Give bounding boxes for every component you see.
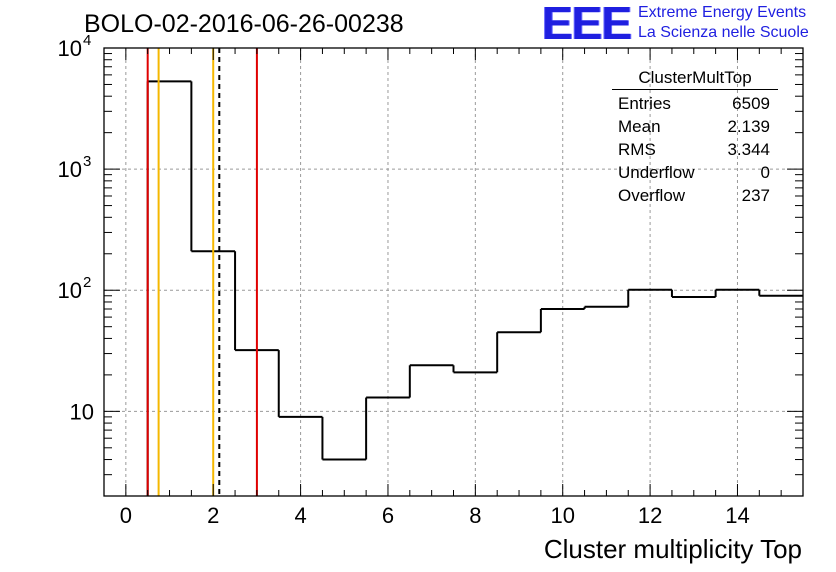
eee-logo: EEE Extreme Energy Events La Scienza nel… (542, 0, 832, 49)
stats-value: 2.139 (727, 117, 770, 136)
y-tick-label: 10 (58, 157, 82, 182)
y-tick-label: 10 (70, 399, 94, 424)
logo-line-2: La Scienza nelle Scuole (638, 24, 809, 41)
stats-label: Entries (618, 94, 671, 113)
x-tick-label: 14 (725, 503, 749, 528)
stats-box: ClusterMultTop Entries 6509 Mean 2.139 R… (612, 68, 778, 207)
stats-row: Entries 6509 (612, 92, 778, 115)
stats-row: Underflow 0 (612, 161, 778, 184)
logo-line-1: Extreme Energy Events (638, 4, 807, 21)
stats-label: Underflow (618, 163, 695, 182)
x-tick-label: 6 (382, 503, 394, 528)
logo-mark: EEE (542, 0, 632, 49)
stats-row: Mean 2.139 (612, 115, 778, 138)
stats-label: Overflow (618, 186, 686, 205)
x-tick-label: 10 (550, 503, 574, 528)
y-tick-exponent: 3 (83, 153, 91, 170)
y-tick-label: 10 (58, 278, 82, 303)
x-tick-label: 12 (638, 503, 662, 528)
run-title: BOLO-02-2016-06-26-00238 (84, 10, 404, 38)
x-tick-label: 2 (207, 503, 219, 528)
stats-row: RMS 3.344 (612, 138, 778, 161)
x-axis-title: Cluster multiplicity Top (543, 534, 802, 564)
y-tick-exponent: 2 (83, 274, 91, 291)
stats-value: 6509 (732, 94, 770, 113)
stats-value: 3.344 (727, 140, 770, 159)
x-tick-label: 8 (469, 503, 481, 528)
stats-value: 0 (760, 163, 770, 182)
x-tick-label: 0 (120, 503, 132, 528)
y-tick-exponent: 4 (83, 32, 91, 49)
stats-title: ClusterMultTop (612, 68, 778, 90)
stats-value: 237 (741, 186, 770, 205)
marker-lines (146, 48, 258, 496)
x-tick-label: 4 (294, 503, 306, 528)
stats-label: Mean (618, 117, 661, 136)
stats-row: Overflow 237 (612, 184, 778, 207)
stats-label: RMS (618, 140, 656, 159)
y-tick-label: 10 (58, 36, 82, 61)
